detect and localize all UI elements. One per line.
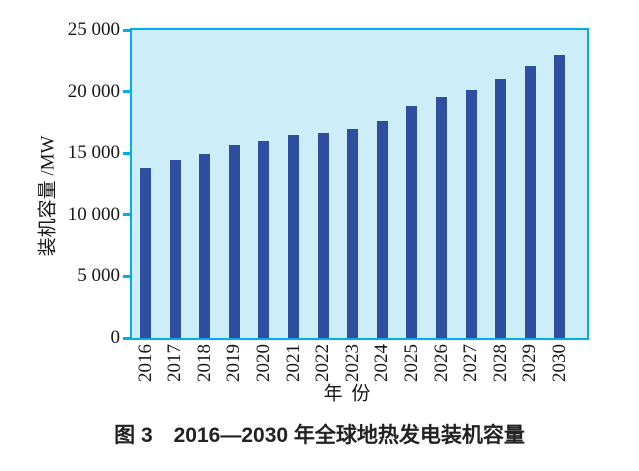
bar-2025	[406, 106, 418, 338]
y-tick-mark	[123, 90, 131, 94]
y-tick-mark	[123, 151, 131, 155]
x-tick-label: 2025	[400, 344, 422, 382]
x-tick-label: 2021	[282, 344, 304, 382]
x-tick-label: 2028	[489, 344, 511, 382]
bar-2030	[554, 55, 566, 338]
x-tick-label: 2016	[134, 344, 156, 382]
y-tick-mark	[123, 213, 131, 217]
y-tick-mark	[123, 336, 131, 340]
x-tick-label: 2022	[312, 344, 334, 382]
x-tick-label: 2020	[252, 344, 274, 382]
x-tick-label: 2017	[164, 344, 186, 382]
y-tick-label: 25 000	[67, 19, 120, 40]
y-tick-label: 15 000	[67, 142, 120, 164]
x-tick-label: 2019	[223, 344, 245, 382]
bar-2024	[376, 121, 388, 338]
x-tick-label: 2029	[519, 344, 541, 382]
x-tick-label: 2018	[193, 344, 215, 382]
bar-2017	[169, 160, 181, 338]
y-tick-mark	[123, 28, 131, 32]
bar-2016	[140, 168, 151, 338]
x-tick-label: 2030	[548, 344, 570, 382]
bar-2023	[347, 129, 359, 338]
bar-2019	[228, 145, 240, 338]
y-tick-label: 0	[110, 327, 121, 348]
bar-2026	[436, 97, 447, 338]
bar-2021	[288, 135, 299, 338]
bar-2029	[524, 66, 536, 338]
plot-area	[130, 28, 589, 340]
bar-2027	[465, 90, 477, 338]
x-tick-label: 2024	[371, 344, 393, 382]
bar-2020	[258, 141, 270, 338]
y-tick-label: 20 000	[67, 80, 120, 102]
bar-2018	[199, 154, 211, 338]
x-tick-label: 2023	[341, 344, 363, 382]
y-tick-mark	[123, 274, 131, 278]
figure-caption: 图 3 2016—2030 年全球地热发电装机容量	[114, 424, 525, 447]
bar-2028	[495, 79, 507, 338]
x-axis-title: 年 份	[323, 383, 373, 405]
y-tick-label: 5 000	[77, 265, 120, 287]
bar-2022	[317, 133, 329, 338]
x-tick-label: 2026	[430, 344, 452, 382]
y-tick-label: 10 000	[67, 203, 120, 225]
x-tick-label: 2027	[460, 344, 482, 382]
